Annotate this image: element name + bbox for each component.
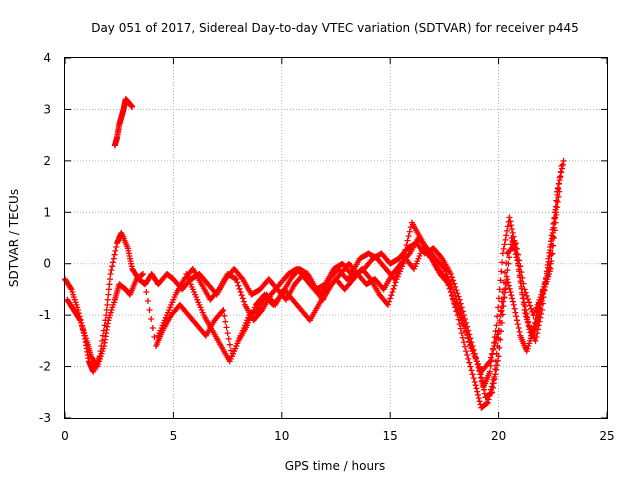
x-tick-label: 15 <box>383 429 398 443</box>
x-tick-label: 10 <box>274 429 289 443</box>
plot-frame <box>64 57 608 419</box>
plus-markers <box>183 157 567 375</box>
y-tick-label: 0 <box>43 257 51 271</box>
x-tick-label: 25 <box>599 429 614 443</box>
x-axis-label: GPS time / hours <box>285 459 386 473</box>
y-tick-label: 3 <box>43 102 51 116</box>
x-tick-label: 0 <box>61 429 69 443</box>
y-tick-label: -2 <box>39 360 51 374</box>
y-tick-label: -3 <box>39 411 51 425</box>
axis-tick-labels: 0 5 10 15 20 25 -3 -2 -1 0 1 2 3 4 <box>39 51 615 443</box>
grid-lines <box>65 58 607 418</box>
plus-markers <box>111 96 136 149</box>
y-tick-label: -1 <box>39 308 51 322</box>
y-axis-label: SDTVAR / TECUs <box>7 189 21 287</box>
series-track-e <box>111 96 136 149</box>
y-tick-label: 2 <box>43 154 51 168</box>
chart-title: Day 051 of 2017, Sidereal Day-to-day VTE… <box>91 21 579 35</box>
x-tick-label: 20 <box>491 429 506 443</box>
series-track-d <box>183 157 567 375</box>
x-tick-label: 5 <box>170 429 178 443</box>
y-tick-label: 4 <box>43 51 51 65</box>
data-marks <box>62 96 567 411</box>
axis-ticks <box>64 57 608 419</box>
y-tick-label: 1 <box>43 205 51 219</box>
